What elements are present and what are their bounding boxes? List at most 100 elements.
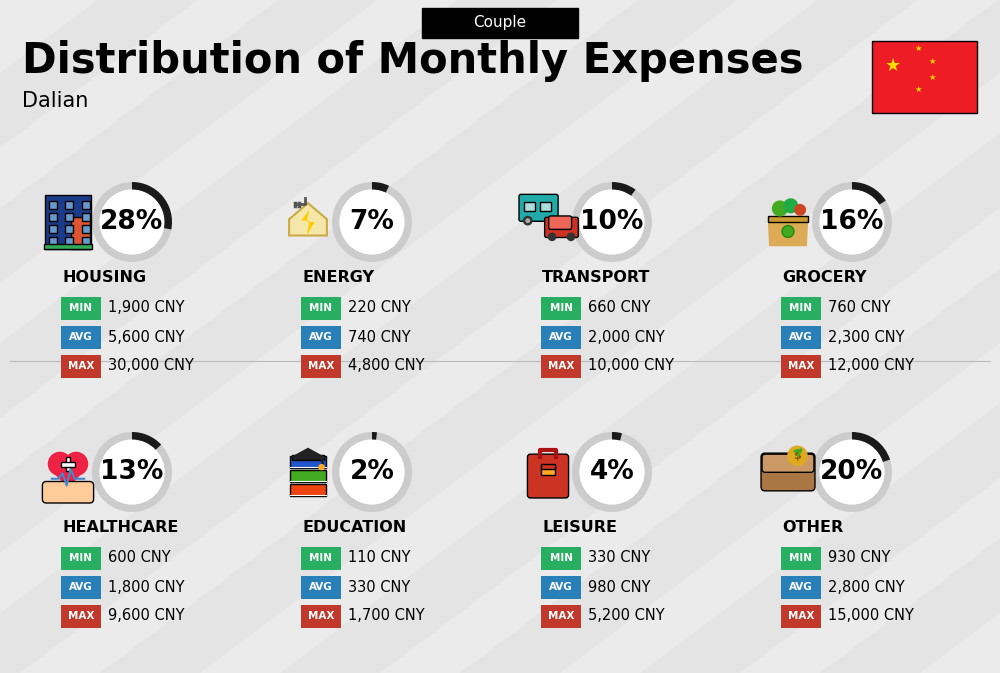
FancyBboxPatch shape — [872, 41, 977, 113]
Text: 10,000 CNY: 10,000 CNY — [588, 359, 674, 374]
FancyBboxPatch shape — [541, 464, 555, 469]
Circle shape — [548, 233, 556, 241]
Polygon shape — [460, 0, 1000, 673]
Circle shape — [580, 439, 645, 505]
FancyBboxPatch shape — [768, 216, 808, 222]
Text: 10%: 10% — [580, 209, 644, 235]
Polygon shape — [280, 0, 1000, 673]
Polygon shape — [820, 0, 1000, 673]
FancyBboxPatch shape — [422, 8, 578, 38]
Text: MIN: MIN — [310, 303, 332, 313]
Text: EDUCATION: EDUCATION — [302, 520, 406, 536]
FancyBboxPatch shape — [519, 194, 558, 221]
Text: ★: ★ — [885, 57, 901, 75]
Wedge shape — [332, 182, 412, 262]
Text: ENERGY: ENERGY — [302, 271, 374, 285]
Polygon shape — [100, 0, 1000, 673]
Text: MAX: MAX — [68, 361, 94, 371]
Text: AVG: AVG — [69, 332, 93, 342]
Text: AVG: AVG — [69, 582, 93, 592]
Text: MAX: MAX — [68, 611, 94, 621]
Text: AVG: AVG — [549, 582, 573, 592]
FancyBboxPatch shape — [49, 213, 57, 221]
Polygon shape — [0, 0, 660, 673]
Text: 760 CNY: 760 CNY — [828, 301, 891, 316]
Text: AVG: AVG — [309, 582, 333, 592]
Text: Couple: Couple — [473, 15, 527, 30]
FancyBboxPatch shape — [541, 326, 581, 349]
Text: 110 CNY: 110 CNY — [348, 551, 411, 565]
Wedge shape — [372, 182, 389, 192]
Polygon shape — [768, 219, 808, 246]
FancyBboxPatch shape — [65, 238, 73, 245]
Text: 20%: 20% — [820, 459, 884, 485]
Wedge shape — [132, 182, 172, 229]
Text: 740 CNY: 740 CNY — [348, 330, 411, 345]
Polygon shape — [0, 0, 300, 673]
Text: 2,300 CNY: 2,300 CNY — [828, 330, 905, 345]
Circle shape — [567, 233, 575, 241]
Text: 4%: 4% — [590, 459, 634, 485]
FancyBboxPatch shape — [65, 201, 73, 209]
Text: MIN: MIN — [70, 303, 92, 313]
Text: ★: ★ — [914, 44, 922, 52]
Text: 330 CNY: 330 CNY — [348, 579, 410, 594]
Circle shape — [772, 201, 788, 217]
FancyBboxPatch shape — [761, 453, 815, 491]
Text: TRANSPORT: TRANSPORT — [542, 271, 650, 285]
Text: ★: ★ — [928, 57, 936, 66]
Text: 220 CNY: 220 CNY — [348, 301, 411, 316]
Wedge shape — [332, 432, 412, 512]
Text: AVG: AVG — [309, 332, 333, 342]
FancyBboxPatch shape — [61, 575, 101, 598]
Text: MAX: MAX — [548, 361, 574, 371]
Wedge shape — [812, 182, 892, 262]
FancyBboxPatch shape — [301, 575, 341, 598]
Wedge shape — [572, 182, 652, 262]
Text: ★: ★ — [914, 85, 922, 94]
Text: 28%: 28% — [100, 209, 164, 235]
Text: 9,600 CNY: 9,600 CNY — [108, 608, 184, 623]
Wedge shape — [92, 182, 172, 262]
FancyBboxPatch shape — [524, 202, 534, 211]
Text: 15,000 CNY: 15,000 CNY — [828, 608, 914, 623]
Circle shape — [100, 439, 164, 505]
Polygon shape — [0, 0, 840, 673]
Text: 16%: 16% — [820, 209, 884, 235]
Text: MIN: MIN — [550, 553, 573, 563]
Wedge shape — [612, 432, 622, 441]
Text: 5,600 CNY: 5,600 CNY — [108, 330, 184, 345]
FancyBboxPatch shape — [61, 326, 101, 349]
Text: AVG: AVG — [789, 332, 813, 342]
FancyBboxPatch shape — [82, 238, 90, 245]
Circle shape — [787, 446, 808, 466]
Wedge shape — [372, 432, 377, 439]
FancyBboxPatch shape — [82, 213, 90, 221]
Circle shape — [525, 218, 530, 223]
Circle shape — [100, 190, 164, 254]
Text: ★: ★ — [928, 73, 936, 81]
Text: $: $ — [794, 451, 801, 461]
Wedge shape — [852, 432, 890, 462]
FancyBboxPatch shape — [541, 546, 581, 569]
Circle shape — [48, 452, 72, 476]
FancyBboxPatch shape — [61, 462, 75, 466]
Text: 980 CNY: 980 CNY — [588, 579, 651, 594]
Text: 13%: 13% — [100, 459, 164, 485]
Wedge shape — [852, 182, 886, 205]
Text: 930 CNY: 930 CNY — [828, 551, 890, 565]
FancyBboxPatch shape — [61, 604, 101, 627]
Circle shape — [340, 190, 404, 254]
FancyBboxPatch shape — [66, 457, 70, 470]
FancyBboxPatch shape — [71, 217, 90, 249]
FancyBboxPatch shape — [82, 225, 90, 233]
Polygon shape — [0, 0, 480, 673]
FancyBboxPatch shape — [781, 326, 821, 349]
FancyBboxPatch shape — [65, 225, 73, 233]
FancyBboxPatch shape — [545, 217, 578, 238]
FancyBboxPatch shape — [541, 604, 581, 627]
Text: 2%: 2% — [350, 459, 394, 485]
FancyBboxPatch shape — [527, 454, 569, 498]
FancyBboxPatch shape — [781, 297, 821, 320]
FancyBboxPatch shape — [301, 604, 341, 627]
